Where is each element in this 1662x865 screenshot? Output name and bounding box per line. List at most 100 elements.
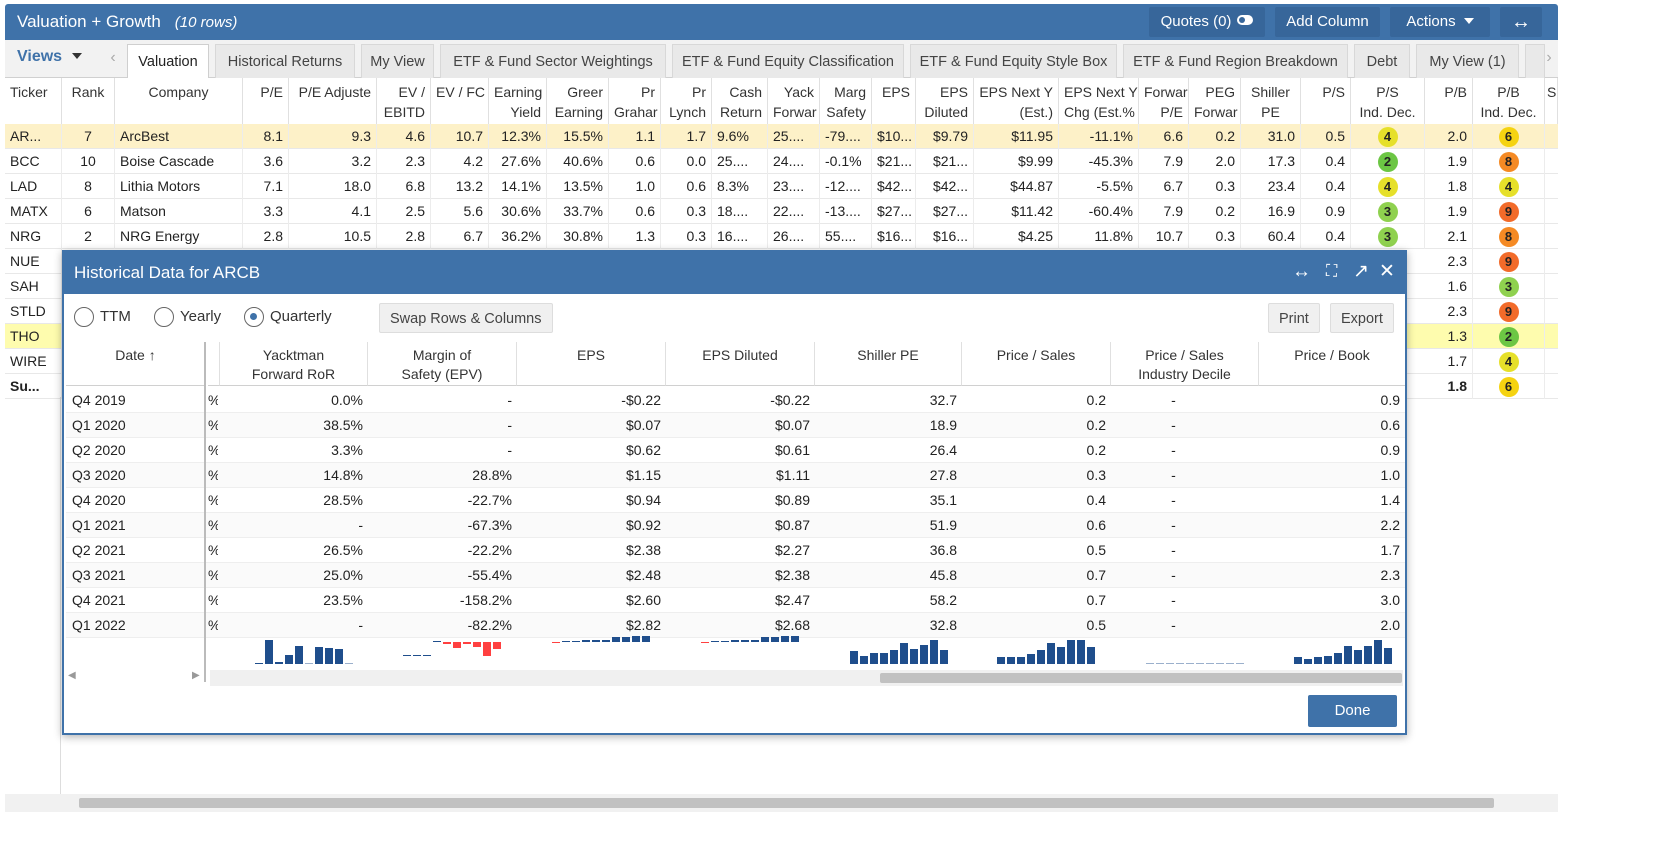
col-margin-safety[interactable]: Marg Safety	[820, 78, 872, 124]
table-row[interactable]: LAD 8 Lithia Motors 7.1 18.0 6.8 13.2 14.1% 13.5…	[5, 174, 1558, 199]
col-sh[interactable]: Sh	[1545, 78, 1558, 124]
actions-button[interactable]: Actions	[1390, 7, 1490, 37]
company-cell[interactable]: Lithia Motors	[115, 174, 243, 199]
views-dropdown[interactable]: Views	[17, 48, 83, 66]
frozen-column-divider[interactable]	[204, 342, 206, 682]
ticker-cell[interactable]: STLD	[5, 299, 62, 324]
table-row[interactable]: % Q1 2020 38.5% - $0.07 $0.07 18.9 0.2 - 0.6	[66, 413, 1405, 438]
tab-etf-equity-classification[interactable]: ETF & Fund Equity Classification	[672, 44, 904, 78]
quotes-button[interactable]: Quotes (0)	[1149, 7, 1265, 37]
swap-rows-columns-button[interactable]: Swap Rows & Columns	[379, 303, 553, 333]
tab-etf-equity-style-box[interactable]: ETF & Fund Equity Style Box	[910, 44, 1117, 78]
col-eps-next-year[interactable]: EPS Next Y (Est.)	[974, 78, 1059, 124]
col-lynch[interactable]: Pr Lynch	[661, 78, 712, 124]
dcol-yacktman[interactable]: Yacktman Forward RoR	[220, 342, 368, 386]
col-yacktman[interactable]: Yack Forwar	[768, 78, 820, 124]
col-pe-adjusted[interactable]: P/E Adjuste	[289, 78, 377, 124]
radio-quarterly[interactable]: Quarterly	[244, 307, 332, 327]
table-row[interactable]: % Q3 2020 14.8% 28.8% $1.15 $1.11 27.8 0.3 - 1.0	[66, 463, 1405, 488]
col-ps-decile[interactable]: P/S Ind. Dec.	[1351, 78, 1425, 124]
table-row[interactable]: % Q4 2020 28.5% -22.7% $0.94 $0.89 35.1 0.4 - 1.4	[66, 488, 1405, 513]
col-pe[interactable]: P/E	[243, 78, 289, 124]
col-eps-next-chg[interactable]: EPS Next Y Chg (Est.%	[1059, 78, 1139, 124]
tab-my-view-1[interactable]: My View (1)	[1416, 44, 1519, 78]
tab-debt[interactable]: Debt	[1354, 44, 1410, 78]
tab-historical-returns[interactable]: Historical Returns	[215, 44, 355, 78]
ticker-cell[interactable]: LAD	[5, 174, 62, 199]
tab-my-view[interactable]: My View	[361, 44, 434, 78]
table-row[interactable]: AR... 7 ArcBest 8.1 9.3 4.6 10.7 12.3% 15.5% 1.1 1…	[5, 124, 1558, 149]
expand-icon[interactable]: ↔	[1500, 7, 1542, 37]
dcol-date[interactable]: Date ↑	[66, 342, 206, 386]
col-ps[interactable]: P/S	[1301, 78, 1351, 124]
col-greer[interactable]: Greer Earning	[547, 78, 609, 124]
company-cell[interactable]: Matson	[115, 199, 243, 224]
scroll-thumb[interactable]	[880, 673, 1402, 683]
scroll-right-icon[interactable]: ▶	[192, 670, 200, 681]
table-row[interactable]: BCC 10 Boise Cascade 3.6 3.2 2.3 4.2 27.6% 40.6%…	[5, 149, 1558, 174]
company-cell[interactable]: NRG Energy	[115, 224, 243, 249]
table-row[interactable]: % Q1 2022 - -82.2% $2.82 $2.68 32.8 0.5 - 2.0	[66, 613, 1405, 638]
table-row[interactable]: % Q4 2021 23.5% -158.2% $2.60 $2.47 58.2 0.7 - 3.…	[66, 588, 1405, 613]
dcol-price-sales[interactable]: Price / Sales	[962, 342, 1111, 386]
tab-valuation[interactable]: Valuation	[127, 44, 209, 78]
dcol-eps[interactable]: EPS	[517, 342, 666, 386]
grid-horizontal-scrollbar[interactable]	[5, 794, 1558, 812]
tab-etf-sector-weightings[interactable]: ETF & Fund Sector Weightings	[440, 44, 666, 78]
tab-etf-region-breakdown[interactable]: ETF & Fund Region Breakdown	[1123, 44, 1348, 78]
col-rank[interactable]: Rank	[62, 78, 115, 124]
external-link-icon[interactable]: ↗	[1353, 261, 1369, 282]
fullscreen-icon[interactable]: ⛶	[1326, 263, 1338, 280]
col-peg-forward[interactable]: PEG Forwar	[1189, 78, 1241, 124]
col-ev-fcf[interactable]: EV / FC	[431, 78, 489, 124]
ticker-cell[interactable]: WIRE	[5, 349, 62, 374]
dcol-eps-diluted[interactable]: EPS Diluted	[666, 342, 815, 386]
scroll-track[interactable]	[210, 670, 1403, 686]
dcol-margin-safety[interactable]: Margin of Safety (EPV)	[368, 342, 517, 386]
tab-overflow[interactable]	[1525, 44, 1545, 78]
tabs-scroll-right-icon[interactable]: ›	[1546, 49, 1552, 66]
table-row[interactable]: % Q1 2021 - -67.3% $0.92 $0.87 51.9 0.6 - 2.2	[66, 513, 1405, 538]
radio-yearly[interactable]: Yearly	[154, 307, 221, 327]
table-row[interactable]: % Q4 2019 0.0% - -$0.22 -$0.22 32.7 0.2 - 0.9	[66, 388, 1405, 413]
export-button[interactable]: Export	[1330, 303, 1394, 333]
add-column-button[interactable]: Add Column	[1275, 7, 1380, 37]
ticker-cell[interactable]: Su...	[5, 374, 62, 399]
dialog-horizontal-scrollbar[interactable]: ◀ ▶	[64, 670, 1403, 686]
resize-horizontal-icon[interactable]: ↔	[1292, 261, 1311, 282]
col-forward-pe[interactable]: Forwar P/E	[1139, 78, 1189, 124]
col-cash-return[interactable]: Cash Return	[712, 78, 768, 124]
grid-scroll-thumb[interactable]	[79, 798, 1494, 808]
dcol-shiller-pe[interactable]: Shiller PE	[815, 342, 962, 386]
ticker-cell[interactable]: MATX	[5, 199, 62, 224]
table-row[interactable]: % Q2 2020 3.3% - $0.62 $0.61 26.4 0.2 - 0.9	[66, 438, 1405, 463]
col-earnings-yield[interactable]: Earning Yield	[489, 78, 547, 124]
ticker-cell[interactable]: THO	[5, 324, 62, 349]
col-ticker[interactable]: Ticker	[5, 78, 62, 124]
table-row[interactable]: % Q2 2021 26.5% -22.2% $2.38 $2.27 36.8 0.5 - 1.7	[66, 538, 1405, 563]
ticker-cell[interactable]: NRG	[5, 224, 62, 249]
col-shiller-pe[interactable]: Shiller PE	[1241, 78, 1301, 124]
col-eps-diluted[interactable]: EPS Diluted	[916, 78, 974, 124]
ticker-cell[interactable]: SAH	[5, 274, 62, 299]
tabs-scroll-left-icon[interactable]: ‹	[110, 49, 116, 66]
company-cell[interactable]: ArcBest	[115, 124, 243, 149]
col-company[interactable]: Company	[115, 78, 243, 124]
col-eps[interactable]: EPS	[872, 78, 916, 124]
col-ev-ebitda[interactable]: EV / EBITD	[377, 78, 431, 124]
table-row[interactable]: NRG 2 NRG Energy 2.8 10.5 2.8 6.7 36.2% 30.8% 1.3…	[5, 224, 1558, 249]
table-row[interactable]: MATX 6 Matson 3.3 4.1 2.5 5.6 30.6% 33.7% 0.6 0.3 1…	[5, 199, 1558, 224]
ticker-cell[interactable]: AR...	[5, 124, 62, 149]
col-pb-decile[interactable]: P/B Ind. Dec.	[1473, 78, 1545, 124]
close-icon[interactable]: ✕	[1379, 261, 1395, 282]
scroll-left-icon[interactable]: ◀	[68, 670, 76, 681]
company-cell[interactable]: Boise Cascade	[115, 149, 243, 174]
col-pb[interactable]: P/B	[1425, 78, 1473, 124]
ticker-cell[interactable]: BCC	[5, 149, 62, 174]
print-button[interactable]: Print	[1268, 303, 1320, 333]
col-graham[interactable]: Pr Grahar	[609, 78, 661, 124]
table-row[interactable]: % Q3 2021 25.0% -55.4% $2.48 $2.38 45.8 0.7 - 2.3	[66, 563, 1405, 588]
dcol-price-book[interactable]: Price / Book	[1259, 342, 1405, 386]
done-button[interactable]: Done	[1308, 695, 1397, 727]
dcol-ps-decile[interactable]: Price / Sales Industry Decile	[1111, 342, 1259, 386]
